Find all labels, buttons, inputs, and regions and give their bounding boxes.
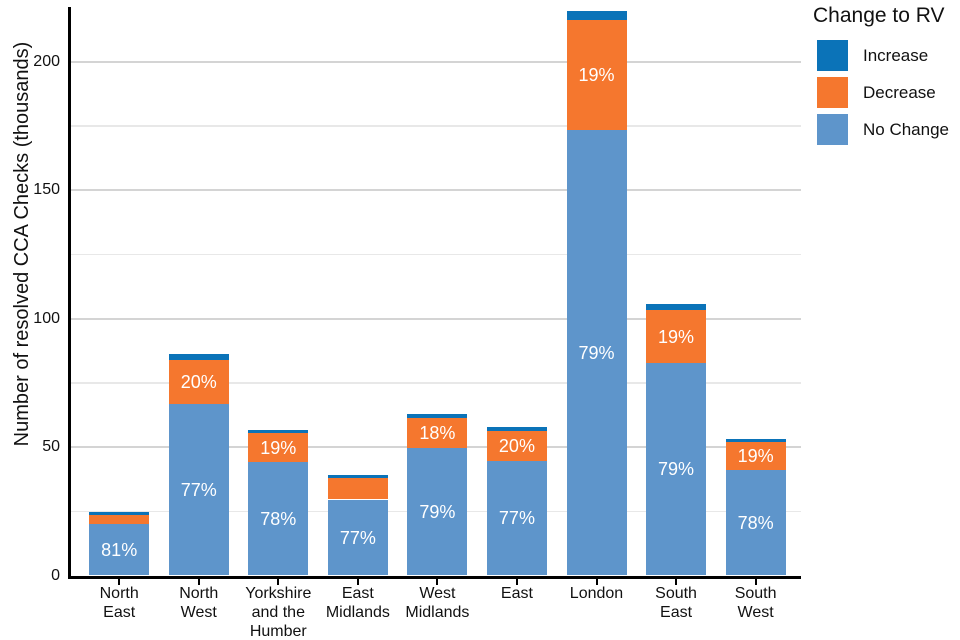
bar-segment-no-change xyxy=(248,462,309,576)
segment-percent-label: 77% xyxy=(180,479,217,500)
bar-segment-decrease xyxy=(646,310,707,364)
bar-segment-no-change xyxy=(327,499,388,576)
segment-percent-label: 18% xyxy=(419,423,456,444)
x-tick-mark xyxy=(515,578,518,585)
bar-segment-increase xyxy=(89,511,150,515)
y-axis-line xyxy=(67,7,71,579)
bar-segment-no-change xyxy=(168,403,229,576)
y-tick-label: 0 xyxy=(51,566,60,584)
bar-segment-decrease xyxy=(486,430,547,461)
segment-percent-label: 19% xyxy=(658,326,695,347)
bar-segment-increase xyxy=(725,439,786,442)
y-tick-label: 50 xyxy=(42,438,60,456)
segment-percent-label: 77% xyxy=(339,527,376,548)
segment-percent-label: 79% xyxy=(658,459,695,480)
y-tick-label: 100 xyxy=(33,309,60,327)
bar-segment-increase xyxy=(646,304,707,310)
x-tick-mark xyxy=(675,578,678,585)
x-category-label: London xyxy=(569,585,624,602)
x-category-label: East xyxy=(500,585,533,602)
segment-percent-label: 20% xyxy=(180,371,217,392)
legend-swatch-decrease-icon xyxy=(817,77,848,108)
x-tick-mark xyxy=(277,578,280,585)
gridline-major xyxy=(70,61,801,63)
bar-segment-decrease xyxy=(566,19,627,131)
gridline-major xyxy=(70,317,801,320)
legend-title: Change to RV xyxy=(813,4,945,27)
legend-label: No Change xyxy=(863,120,950,139)
legend-label: Decrease xyxy=(863,83,936,102)
segment-percent-label: 20% xyxy=(498,435,535,456)
x-category-label: Yorkshire and the Humber xyxy=(245,585,312,640)
legend-label: Increase xyxy=(863,46,929,65)
bar-segment-decrease xyxy=(168,359,229,404)
gridline-minor xyxy=(70,382,801,384)
x-tick-mark xyxy=(754,578,757,585)
bar-segment-no-change xyxy=(566,130,627,576)
x-category-label: North East xyxy=(99,585,139,621)
segment-percent-label: 79% xyxy=(578,342,615,363)
x-tick-mark xyxy=(356,578,359,585)
x-axis-line xyxy=(67,575,801,579)
x-category-label: South West xyxy=(734,585,777,621)
segment-percent-label: 81% xyxy=(101,539,138,560)
x-tick-mark xyxy=(118,578,121,585)
gridline-minor xyxy=(70,253,801,256)
y-axis-title: Number of resolved CCA Checks (thousands… xyxy=(11,41,33,447)
x-category-label: West Midlands xyxy=(405,585,470,621)
segment-percent-label: 19% xyxy=(737,445,774,466)
y-tick-label: 200 xyxy=(33,53,60,70)
x-category-label: East Midlands xyxy=(325,585,390,621)
bar-segment-increase xyxy=(486,427,547,431)
legend: Change to RV Increase Decrease No Change xyxy=(813,4,960,151)
x-tick-mark xyxy=(436,578,439,585)
x-tick-mark xyxy=(197,578,200,585)
legend-item: No Change xyxy=(813,114,960,145)
bar-segment-increase xyxy=(566,11,627,20)
bar-segment-increase xyxy=(327,475,388,478)
segment-percent-label: 77% xyxy=(498,508,535,529)
bar-segment-increase xyxy=(248,429,309,434)
bar-segment-decrease xyxy=(89,514,150,525)
bar-segment-no-change xyxy=(89,524,150,576)
gridline-major xyxy=(70,189,801,192)
bar-segment-decrease xyxy=(407,418,468,449)
legend-swatch-no-change-icon xyxy=(817,114,848,145)
segment-percent-label: 19% xyxy=(578,64,615,85)
segment-percent-label: 78% xyxy=(737,512,774,533)
bar-segment-decrease xyxy=(248,433,309,462)
bar-segment-increase xyxy=(168,353,229,360)
bar-segment-decrease xyxy=(327,477,388,500)
gridline-minor xyxy=(70,125,801,127)
bar-segment-no-change xyxy=(646,363,707,576)
bar-segment-decrease xyxy=(725,441,786,470)
bar-segment-no-change xyxy=(407,448,468,576)
bar-segment-no-change xyxy=(486,460,547,576)
y-tick-label: 150 xyxy=(33,181,60,199)
x-tick-mark xyxy=(595,578,598,585)
legend-swatch-increase-icon xyxy=(817,40,848,71)
segment-percent-label: 19% xyxy=(260,437,297,458)
x-category-label: North West xyxy=(179,585,219,621)
legend-item: Decrease xyxy=(813,77,960,108)
bar-segment-increase xyxy=(407,414,468,419)
segment-percent-label: 79% xyxy=(419,501,456,522)
segment-percent-label: 78% xyxy=(260,508,297,529)
legend-item: Increase xyxy=(813,40,960,71)
x-category-label: South East xyxy=(655,585,697,621)
bar-segment-no-change xyxy=(725,469,786,576)
